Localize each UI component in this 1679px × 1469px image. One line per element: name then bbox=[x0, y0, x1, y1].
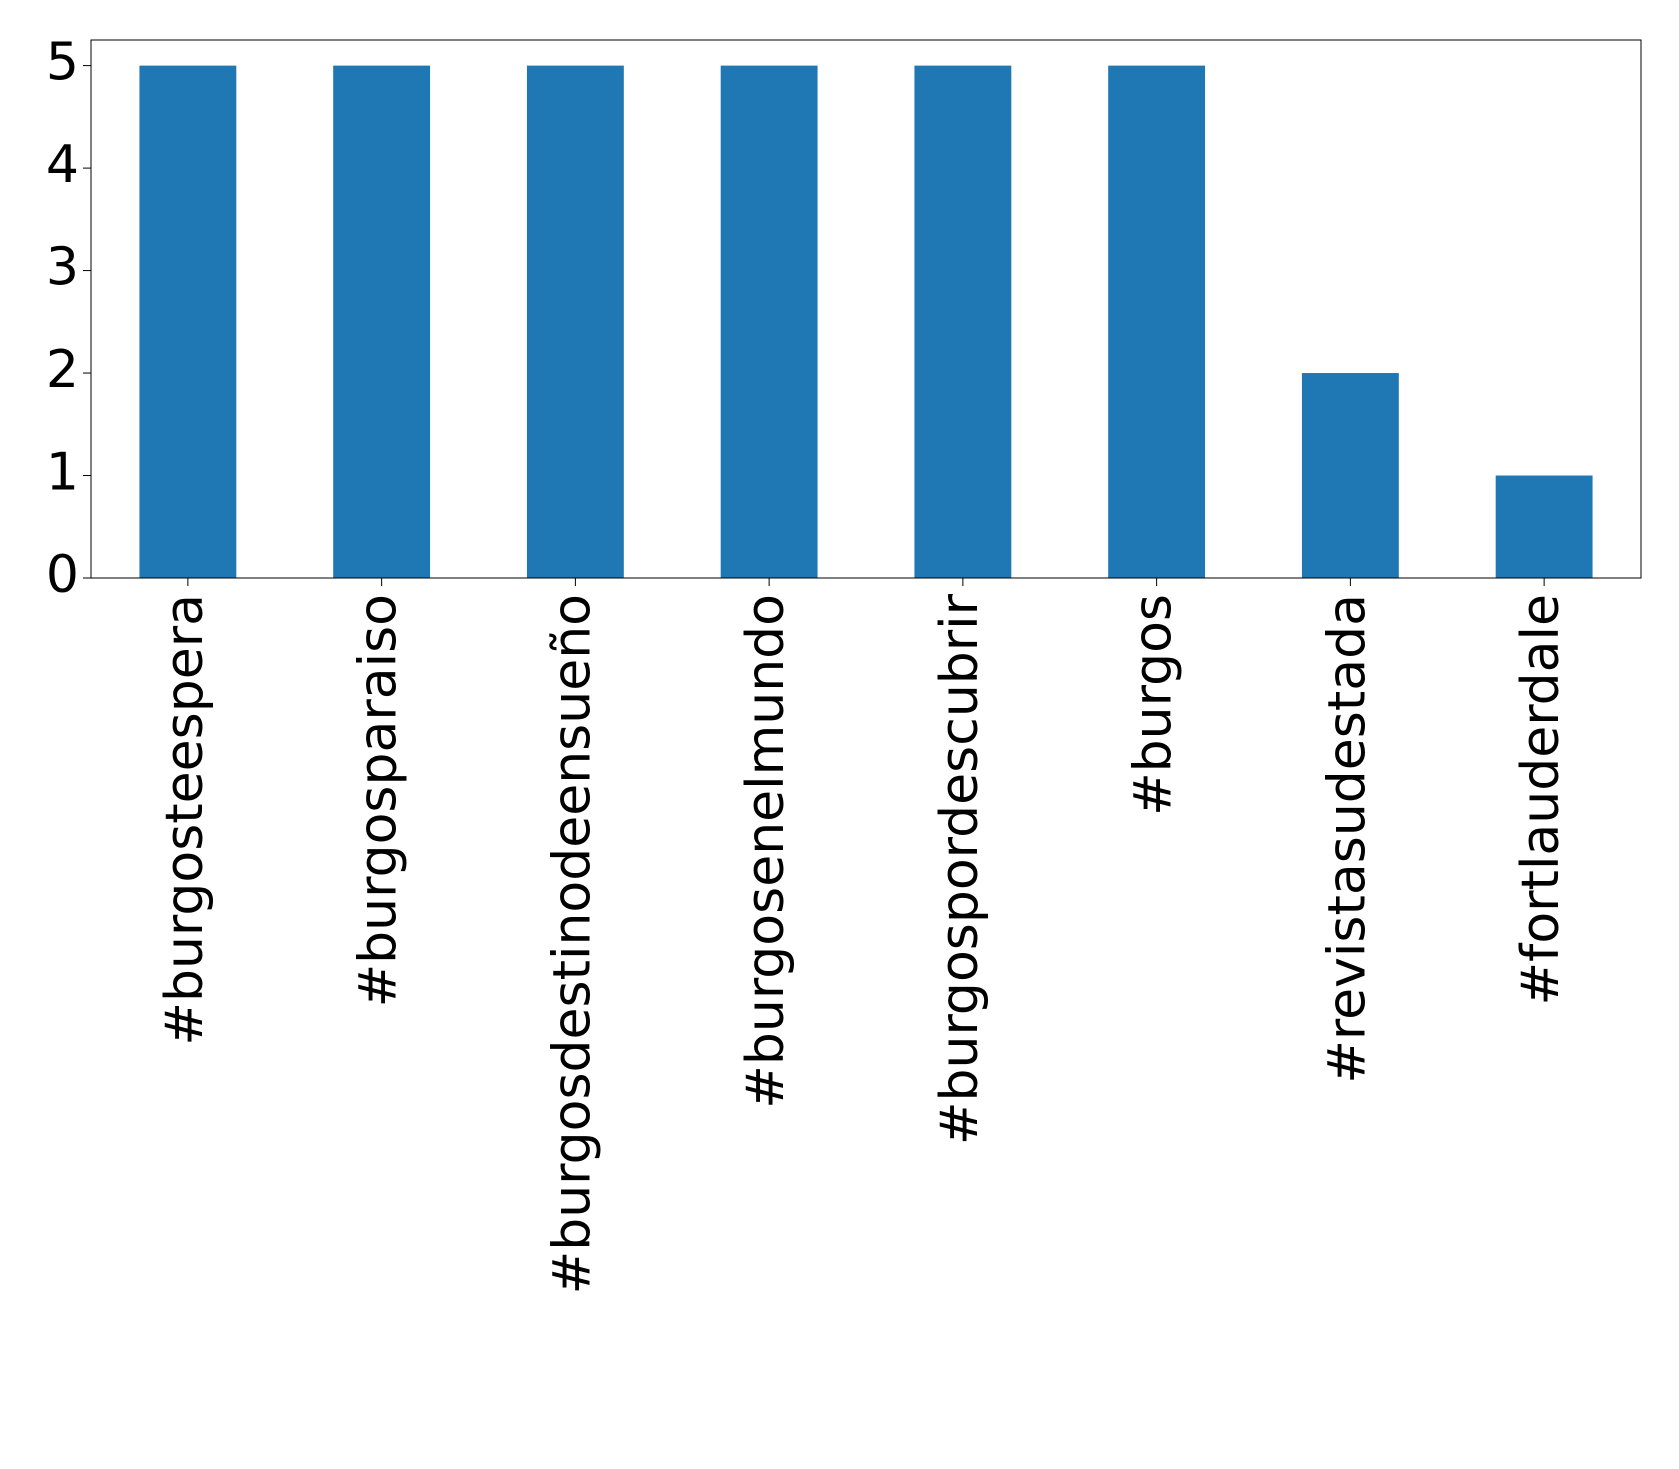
y-tick-label: 2 bbox=[46, 340, 79, 400]
bar bbox=[914, 65, 1012, 579]
x-tick-label: #burgosenelmundo bbox=[736, 594, 796, 1109]
bar bbox=[1108, 65, 1206, 579]
bar bbox=[139, 65, 237, 579]
y-tick-label: 3 bbox=[46, 238, 79, 298]
y-tick-label: 1 bbox=[46, 443, 79, 503]
bar bbox=[1301, 373, 1399, 578]
y-tick-label: 5 bbox=[46, 33, 79, 93]
x-tick-label: #burgosparaiso bbox=[349, 594, 409, 1007]
x-tick-label: #burgosdestinodeensueño bbox=[542, 594, 602, 1294]
x-tick-label: #revistasudestada bbox=[1317, 594, 1377, 1084]
x-tick-label: #burgospordescubrir bbox=[930, 593, 990, 1145]
bar bbox=[1495, 475, 1593, 578]
x-tick-label: #burgosteespera bbox=[155, 594, 215, 1046]
plot-frame bbox=[90, 39, 1642, 579]
bar bbox=[333, 65, 431, 579]
x-tick-label: #fortlauderdale bbox=[1511, 594, 1571, 1006]
x-tick-label: #burgos bbox=[1124, 594, 1184, 816]
bar bbox=[720, 65, 818, 579]
y-tick-label: 0 bbox=[46, 545, 79, 605]
y-tick-label: 4 bbox=[46, 135, 79, 195]
bar bbox=[526, 65, 624, 579]
